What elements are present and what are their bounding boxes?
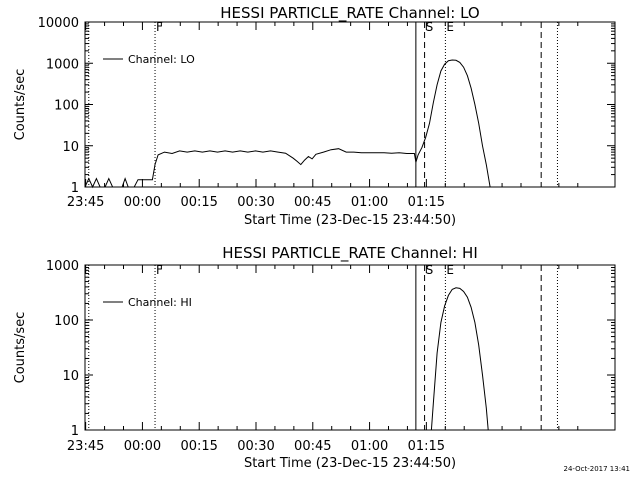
y-tick-label: 1 (71, 181, 79, 196)
plot-frame (84, 21, 616, 188)
y-tick-label: 10 (62, 140, 79, 155)
x-tick-label: 01:00 (351, 439, 388, 454)
flag-label: E (446, 263, 454, 277)
plot-frame (84, 264, 616, 431)
x-tick-label: 23:45 (67, 195, 104, 210)
x-tick-label: 01:15 (408, 195, 445, 210)
x-tick-label: 00:45 (294, 195, 331, 210)
flag-label: F (156, 263, 163, 277)
y-tick-label: 1000 (46, 259, 79, 274)
x-tick-label: 00:15 (180, 439, 217, 454)
x-tick-label: 23:45 (67, 439, 104, 454)
y-tick-label: 100 (54, 99, 79, 114)
x-tick-label: 00:00 (124, 439, 161, 454)
y-tick-label: 10 (62, 369, 79, 384)
x-tick-label: 00:00 (124, 195, 161, 210)
x-tick-label: 01:15 (408, 439, 445, 454)
x-tick-label: 00:30 (237, 439, 274, 454)
legend-label: Channel: HI (128, 296, 192, 309)
legend-label: Channel: LO (128, 53, 195, 66)
chart-title: HESSI PARTICLE_RATE Channel: HI (222, 244, 478, 263)
x-axis-label: Start Time (23-Dec-15 23:44:50) (244, 456, 456, 471)
y-tick-label: 10000 (38, 16, 79, 31)
y-axis-label: Counts/sec (13, 69, 28, 141)
y-axis-label: Counts/sec (13, 312, 28, 384)
flag-label: S (426, 20, 434, 34)
y-tick-label: 1 (71, 424, 79, 439)
series-line (430, 287, 489, 431)
x-axis-label: Start Time (23-Dec-15 23:44:50) (244, 213, 456, 228)
x-tick-label: 00:15 (180, 195, 217, 210)
flag-label: E (446, 20, 454, 34)
chart-title: HESSI PARTICLE_RATE Channel: LO (220, 4, 479, 23)
x-tick-label: 00:30 (237, 195, 274, 210)
y-tick-label: 1000 (46, 57, 79, 72)
flag-label: F (156, 20, 163, 34)
x-tick-label: 01:00 (351, 195, 388, 210)
y-tick-label: 100 (54, 314, 79, 329)
series-line (84, 59, 491, 189)
x-tick-label: 00:45 (294, 439, 331, 454)
footer-timestamp: 24-Oct-2017 13:41 (563, 465, 630, 473)
flag-label: S (426, 263, 434, 277)
